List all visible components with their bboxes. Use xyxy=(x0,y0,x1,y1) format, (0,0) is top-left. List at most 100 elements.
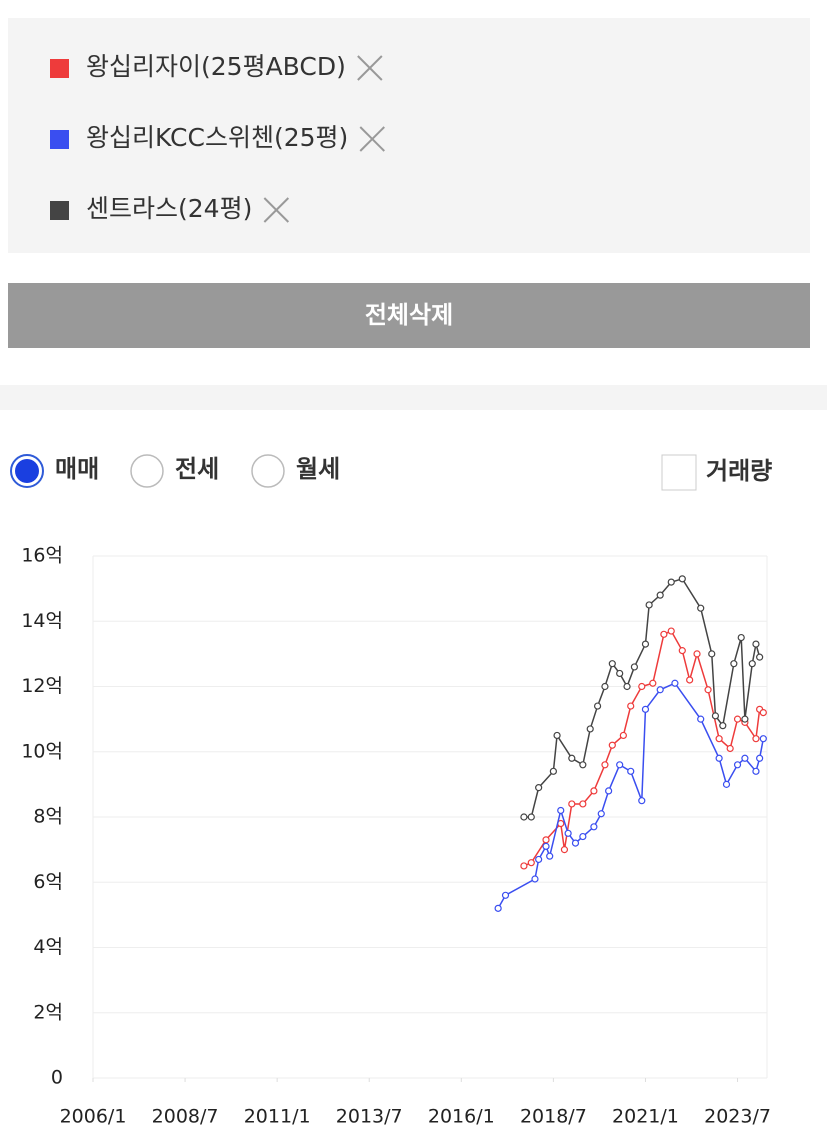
y-tick-label: 12억 xyxy=(21,675,63,697)
data-point xyxy=(579,832,587,841)
radio-label: 매매 xyxy=(55,455,99,483)
data-point xyxy=(590,823,598,831)
remove-button[interactable] xyxy=(357,55,383,81)
button-bg xyxy=(8,283,810,348)
radio-dot xyxy=(15,459,39,483)
data-point xyxy=(616,761,624,769)
data-point xyxy=(586,725,594,733)
x-tick-label: 2023/7 xyxy=(704,1106,771,1128)
x-tick-label: 2013/7 xyxy=(336,1106,403,1128)
filter-panel xyxy=(8,18,810,253)
data-point xyxy=(527,859,535,867)
legend-swatch xyxy=(50,201,69,220)
data-point xyxy=(601,761,609,769)
legend-label: 왕십리자이(25평ABCD) xyxy=(86,52,346,81)
data-point xyxy=(579,800,587,808)
y-tick-label: 2억 xyxy=(33,1001,63,1023)
x-tick-label: 2016/1 xyxy=(428,1106,495,1128)
checkbox-label: 거래량 xyxy=(706,457,772,485)
data-point xyxy=(715,735,723,743)
data-point xyxy=(756,754,764,762)
data-point xyxy=(678,647,686,655)
series-line xyxy=(497,682,765,909)
data-point xyxy=(708,650,716,658)
remove-icon xyxy=(357,55,383,81)
radio-sale[interactable]: 매매 xyxy=(10,454,99,488)
data-point xyxy=(546,852,554,860)
data-point xyxy=(719,722,727,730)
radio-label: 전세 xyxy=(175,455,219,483)
remove-icon xyxy=(359,126,385,152)
data-point xyxy=(667,627,675,635)
data-point xyxy=(494,904,502,912)
data-point xyxy=(564,829,572,837)
checkbox-box xyxy=(661,454,697,491)
data-point xyxy=(623,682,631,691)
data-point xyxy=(542,836,550,844)
radio-ring xyxy=(251,454,285,488)
data-point xyxy=(645,601,653,609)
data-point xyxy=(553,731,561,740)
y-tick-label: 0 xyxy=(51,1067,63,1089)
data-point xyxy=(641,705,650,713)
x-tick-label: 2008/7 xyxy=(152,1106,219,1128)
data-point xyxy=(608,741,616,749)
legend-item: 센트라스(24평) xyxy=(50,194,290,223)
data-point xyxy=(748,660,756,668)
data-point xyxy=(649,679,657,687)
remove-button[interactable] xyxy=(263,197,290,223)
data-point xyxy=(627,767,635,775)
data-point xyxy=(660,630,668,638)
data-point xyxy=(535,784,543,792)
y-tick-label: 14억 xyxy=(21,610,63,632)
data-point xyxy=(726,744,734,753)
data-point xyxy=(520,862,528,870)
button-label: 전체삭제 xyxy=(365,301,453,329)
x-tick-label: 2018/7 xyxy=(520,1106,587,1128)
data-point xyxy=(656,686,664,694)
delete-all-button[interactable]: 전체삭제 xyxy=(8,283,810,348)
data-point xyxy=(641,640,650,648)
data-point xyxy=(627,702,635,710)
x-tick-label: 2006/1 xyxy=(60,1106,127,1128)
data-point xyxy=(619,731,627,740)
y-tick-label: 4억 xyxy=(33,936,63,958)
radio-monthly[interactable]: 월세 xyxy=(251,454,340,488)
data-point xyxy=(593,702,602,710)
data-point xyxy=(605,787,613,795)
data-point xyxy=(752,735,760,743)
data-point xyxy=(667,578,675,586)
data-point xyxy=(601,682,609,691)
data-point xyxy=(571,839,580,847)
data-point xyxy=(520,813,528,821)
x-tick-label: 2021/1 xyxy=(612,1106,679,1128)
legend-swatch xyxy=(50,59,69,78)
data-point xyxy=(638,682,646,691)
radio-ring xyxy=(130,454,164,488)
data-point xyxy=(741,754,749,762)
radio-jeonse[interactable]: 전세 xyxy=(130,454,219,488)
legend-item: 왕십리KCC스위첸(25평) xyxy=(50,123,385,152)
data-point xyxy=(752,640,760,648)
legend-swatch xyxy=(50,130,69,149)
data-point xyxy=(527,813,535,821)
data-point xyxy=(671,679,679,687)
y-tick-label: 16억 xyxy=(21,545,63,567)
data-point xyxy=(759,735,767,743)
data-point xyxy=(704,686,712,694)
data-point xyxy=(711,712,720,720)
data-point xyxy=(638,797,646,805)
data-point xyxy=(557,806,565,815)
data-point xyxy=(597,810,605,818)
data-point xyxy=(752,767,760,775)
radio-label: 월세 xyxy=(296,455,340,483)
data-point xyxy=(616,669,624,678)
remove-button[interactable] xyxy=(359,126,385,152)
y-tick-label: 10억 xyxy=(21,740,63,762)
data-point xyxy=(697,715,705,723)
volume-checkbox[interactable]: 거래량 xyxy=(661,454,772,491)
data-point xyxy=(741,715,749,723)
data-point xyxy=(531,875,539,883)
data-point xyxy=(568,800,576,808)
